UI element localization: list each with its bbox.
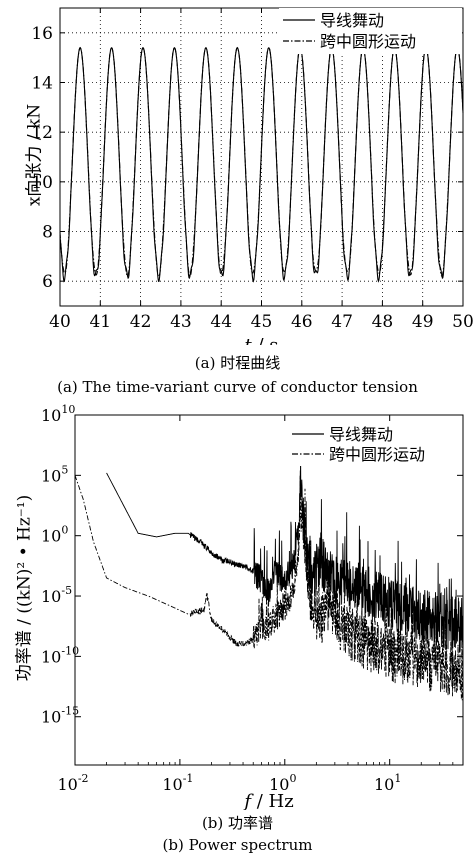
chart-a-x-tick-label: 44 [210,312,232,332]
chart-b-x-tick-label: 100 [269,772,296,794]
chart-b-legend-label: 导线舞动 [329,425,393,444]
chart-b-series-line [106,453,464,653]
power-spectrum-chart: 10-2 10-1 100 101101010510010-510-1010-15导线… [41,403,464,810]
chart-b-y-tick-exp: 5 [61,463,68,476]
chart-a-x-tick-label: 49 [412,312,434,332]
chart-a-y-axis-label: x向张力 / kN [24,103,45,207]
chart-a-x-axis-label: t / s [245,335,279,345]
chart-b-y-tick-label: 10-5 [41,584,72,606]
chart-a-y-tick-label: 6 [42,272,53,292]
chart-b-series-line [74,469,464,701]
chart-a-x-tick-label: 40 [49,312,71,332]
chart-a-x-tick-label: 43 [170,312,192,332]
chart-a-x-axis-var: t [245,335,253,345]
chart-a-x-tick-label: 46 [291,312,313,332]
chart-b-x-axis-label: f / Hz [242,791,293,810]
chart-b-y-tick-exp: -15 [61,705,79,718]
chart-b-y-tick-exp: 0 [61,524,68,537]
chart-b-y-tick-base: 10 [41,587,61,606]
chart-b-x-tick-base: 10 [374,775,394,794]
chart-a-y-tick-label: 8 [42,223,53,243]
chart-a-y-tick-label: 14 [31,74,53,94]
chart-a-x-tick-label: 45 [251,312,273,332]
chart-b-y-tick-exp: -10 [61,644,79,657]
chart-b-caption-en: (b) Power spectrum [162,836,313,854]
chart-b-x-tick-base: 10 [57,775,77,794]
chart-b-y-axis-label: 功率谱 / ((kN)² • Hz⁻¹) [14,494,35,682]
chart-b-y-tick-label: 100 [41,524,68,546]
chart-a-x-axis-unit: / s [252,335,279,345]
chart-b-legend-label: 跨中圆形运动 [329,445,425,464]
chart-b-y-tick-label: 105 [41,463,68,485]
chart-b-x-tick-exp: 0 [289,772,296,785]
chart-b-y-tick-label: 10-15 [41,705,79,727]
chart-b-x-tick-label: 10-1 [162,772,193,794]
chart-b-x-tick-base: 10 [269,775,289,794]
chart-b-y-tick-base: 10 [41,708,61,727]
chart-a-x-tick-label: 48 [372,312,394,332]
chart-b-y-tick-exp: 10 [61,403,75,416]
chart-b-x-tick-exp: 1 [394,772,401,785]
chart-a-legend-label: 导线舞动 [320,11,384,30]
chart-b-y-tick-exp: -5 [61,584,72,597]
chart-a-y-tick-label: 12 [31,123,53,143]
chart-b-y-tick-base: 10 [41,466,61,485]
chart-a-legend-label: 跨中圆形运动 [320,32,416,51]
chart-b-x-tick-exp: -2 [78,772,89,785]
chart-b-x-tick-exp: -1 [183,772,194,785]
chart-b-y-tick-base: 10 [41,647,61,666]
chart-b-x-tick-base: 10 [162,775,182,794]
chart-b-y-tick-base: 10 [41,406,61,425]
chart-b-x-tick-label: 101 [374,772,401,794]
chart-a-y-tick-label: 16 [31,24,53,44]
chart-a-caption-cn: (a) 时程曲线 [194,354,281,372]
chart-a-x-tick-label: 50 [452,312,474,332]
chart-a-x-tick-label: 47 [331,312,353,332]
chart-b-x-axis-unit: / Hz [251,791,294,810]
tension-time-chart: 40 41 42 43 44 45 46 47 48 49 50 6 8 10 12 14 16 导线舞动跨中圆形… [31,7,474,345]
chart-a-series-line [59,46,464,278]
chart-a-x-tick-label: 41 [89,312,111,332]
chart-b-legend-box [288,422,462,466]
chart-b-y-tick-label: 1010 [41,403,75,425]
chart-b-caption-cn: (b) 功率谱 [201,814,274,832]
chart-a-caption-en: (a) The time-variant curve of conductor … [57,378,418,396]
chart-b-x-tick-label: 10-2 [57,772,88,794]
chart-b-y-tick-label: 10-10 [41,644,79,666]
chart-a-frame [59,7,464,307]
chart-b-y-tick-base: 10 [41,527,61,546]
chart-a-y-tick-label: 10 [31,173,53,193]
chart-b-frame [74,414,464,766]
chart-a-x-tick-label: 42 [130,312,152,332]
chart-a-legend-box [279,8,462,54]
